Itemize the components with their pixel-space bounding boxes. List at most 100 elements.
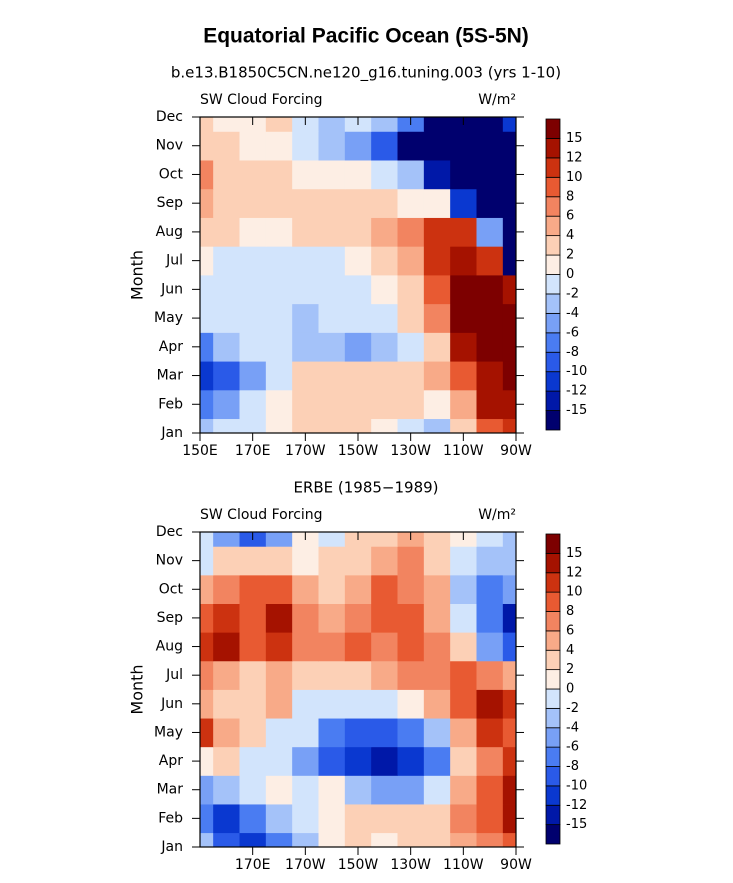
contour-cell <box>371 574 398 604</box>
contour-cell <box>423 275 451 305</box>
contour-cell <box>213 275 240 305</box>
contour-cell <box>318 746 346 776</box>
contour-cell <box>292 660 319 690</box>
colorbar-label: 8 <box>566 189 574 204</box>
colorbar-label: -10 <box>566 778 587 793</box>
contour-cell <box>423 546 451 576</box>
contour-cell <box>239 832 267 848</box>
contour-cell <box>213 332 240 362</box>
y-tick-label: May <box>154 310 183 326</box>
contour-cell <box>476 117 504 132</box>
contour-cell <box>502 804 517 834</box>
contour-cell <box>292 718 319 748</box>
colorbar-box <box>545 804 561 826</box>
y-tick-label: Nov <box>156 553 183 569</box>
contour-cell <box>292 188 319 218</box>
contour-cell <box>292 160 319 190</box>
contour-cell <box>344 574 372 604</box>
x-tick-label: 170E <box>235 857 271 873</box>
contour-cell <box>476 303 504 333</box>
contour-cell <box>265 804 293 834</box>
colorbar-label: 0 <box>566 682 574 697</box>
contour-cell <box>318 718 346 748</box>
contour-cell <box>423 418 451 434</box>
contour-cell <box>450 332 477 362</box>
contour-cell <box>292 804 319 834</box>
subtitle: b.e13.B1850C5CN.ne120_g16.tuning.003 (yr… <box>171 64 561 83</box>
contour-cell <box>239 689 267 719</box>
contour-cell <box>502 332 517 362</box>
y-tick-label: May <box>154 724 183 740</box>
contour-cell <box>239 389 267 420</box>
contour-cell <box>213 546 240 576</box>
contour-cell <box>423 188 451 218</box>
contour-cell <box>239 804 267 834</box>
contour-cell <box>397 188 425 218</box>
contour-cell <box>397 746 425 776</box>
colorbar-box <box>545 118 561 139</box>
contour-cell <box>239 660 267 690</box>
contour-cell <box>502 603 517 633</box>
contour-cell <box>265 117 293 132</box>
contour-cell <box>502 832 517 848</box>
contour-cell <box>292 632 319 662</box>
colorbar-box <box>545 707 561 729</box>
contour-cell <box>476 832 504 848</box>
contour-cell <box>476 532 504 547</box>
contour-cell <box>213 718 240 748</box>
colorbar-box <box>545 138 561 159</box>
colorbar-label: 10 <box>566 585 583 600</box>
colorbar-label: -4 <box>566 720 579 735</box>
contour-cell <box>265 160 293 190</box>
contour-cell <box>213 632 240 662</box>
contour-cell <box>344 217 372 247</box>
contour-cell <box>344 131 372 161</box>
contour-cell <box>292 418 319 434</box>
contour-cell <box>318 574 346 604</box>
x-tick-label: 90W <box>500 443 532 459</box>
contour-cell <box>450 775 477 805</box>
contour-cell <box>200 832 214 848</box>
contour-cell <box>239 603 267 633</box>
contour-cell <box>450 574 477 604</box>
y-tick-label: Jan <box>160 839 183 855</box>
contour-cell <box>371 775 398 805</box>
colorbar-box <box>545 630 561 651</box>
contour-cell <box>423 303 451 333</box>
colorbar-box <box>545 552 561 574</box>
y-tick-label: Dec <box>156 524 183 540</box>
contour-cell <box>450 389 477 420</box>
y-tick-label: Feb <box>158 396 183 412</box>
contour-cell <box>239 131 267 161</box>
contour-cell <box>423 832 451 848</box>
contour-cell <box>371 117 398 132</box>
contour-cell <box>371 603 398 633</box>
y-tick-label: Sep <box>157 195 184 211</box>
contour-cell <box>450 361 477 391</box>
contour-cell <box>200 418 214 434</box>
contour-cell <box>318 275 346 305</box>
contour-cell <box>397 689 425 719</box>
x-tick-label: 170W <box>285 443 326 459</box>
contour-cell <box>502 246 517 276</box>
contour-cell <box>502 574 517 604</box>
contour-cell <box>397 332 425 362</box>
contour-cell <box>397 546 425 576</box>
contour-cell <box>397 131 425 161</box>
contour-cell <box>265 188 293 218</box>
contour-cell <box>265 131 293 161</box>
contour-cell <box>292 332 319 362</box>
contour-cell <box>397 804 425 834</box>
contour-cell <box>423 574 451 604</box>
colorbar-box <box>545 649 561 671</box>
y-tick-label: Oct <box>159 166 184 182</box>
contour-cell <box>502 117 517 132</box>
contour-cell <box>423 532 451 547</box>
contour-cell <box>450 832 477 848</box>
contour-cell <box>450 217 477 247</box>
colorbar-label: -6 <box>566 325 579 340</box>
contour-cell <box>344 546 372 576</box>
contour-cell <box>239 546 267 576</box>
contour-cell <box>292 746 319 776</box>
contour-cell <box>200 275 214 305</box>
